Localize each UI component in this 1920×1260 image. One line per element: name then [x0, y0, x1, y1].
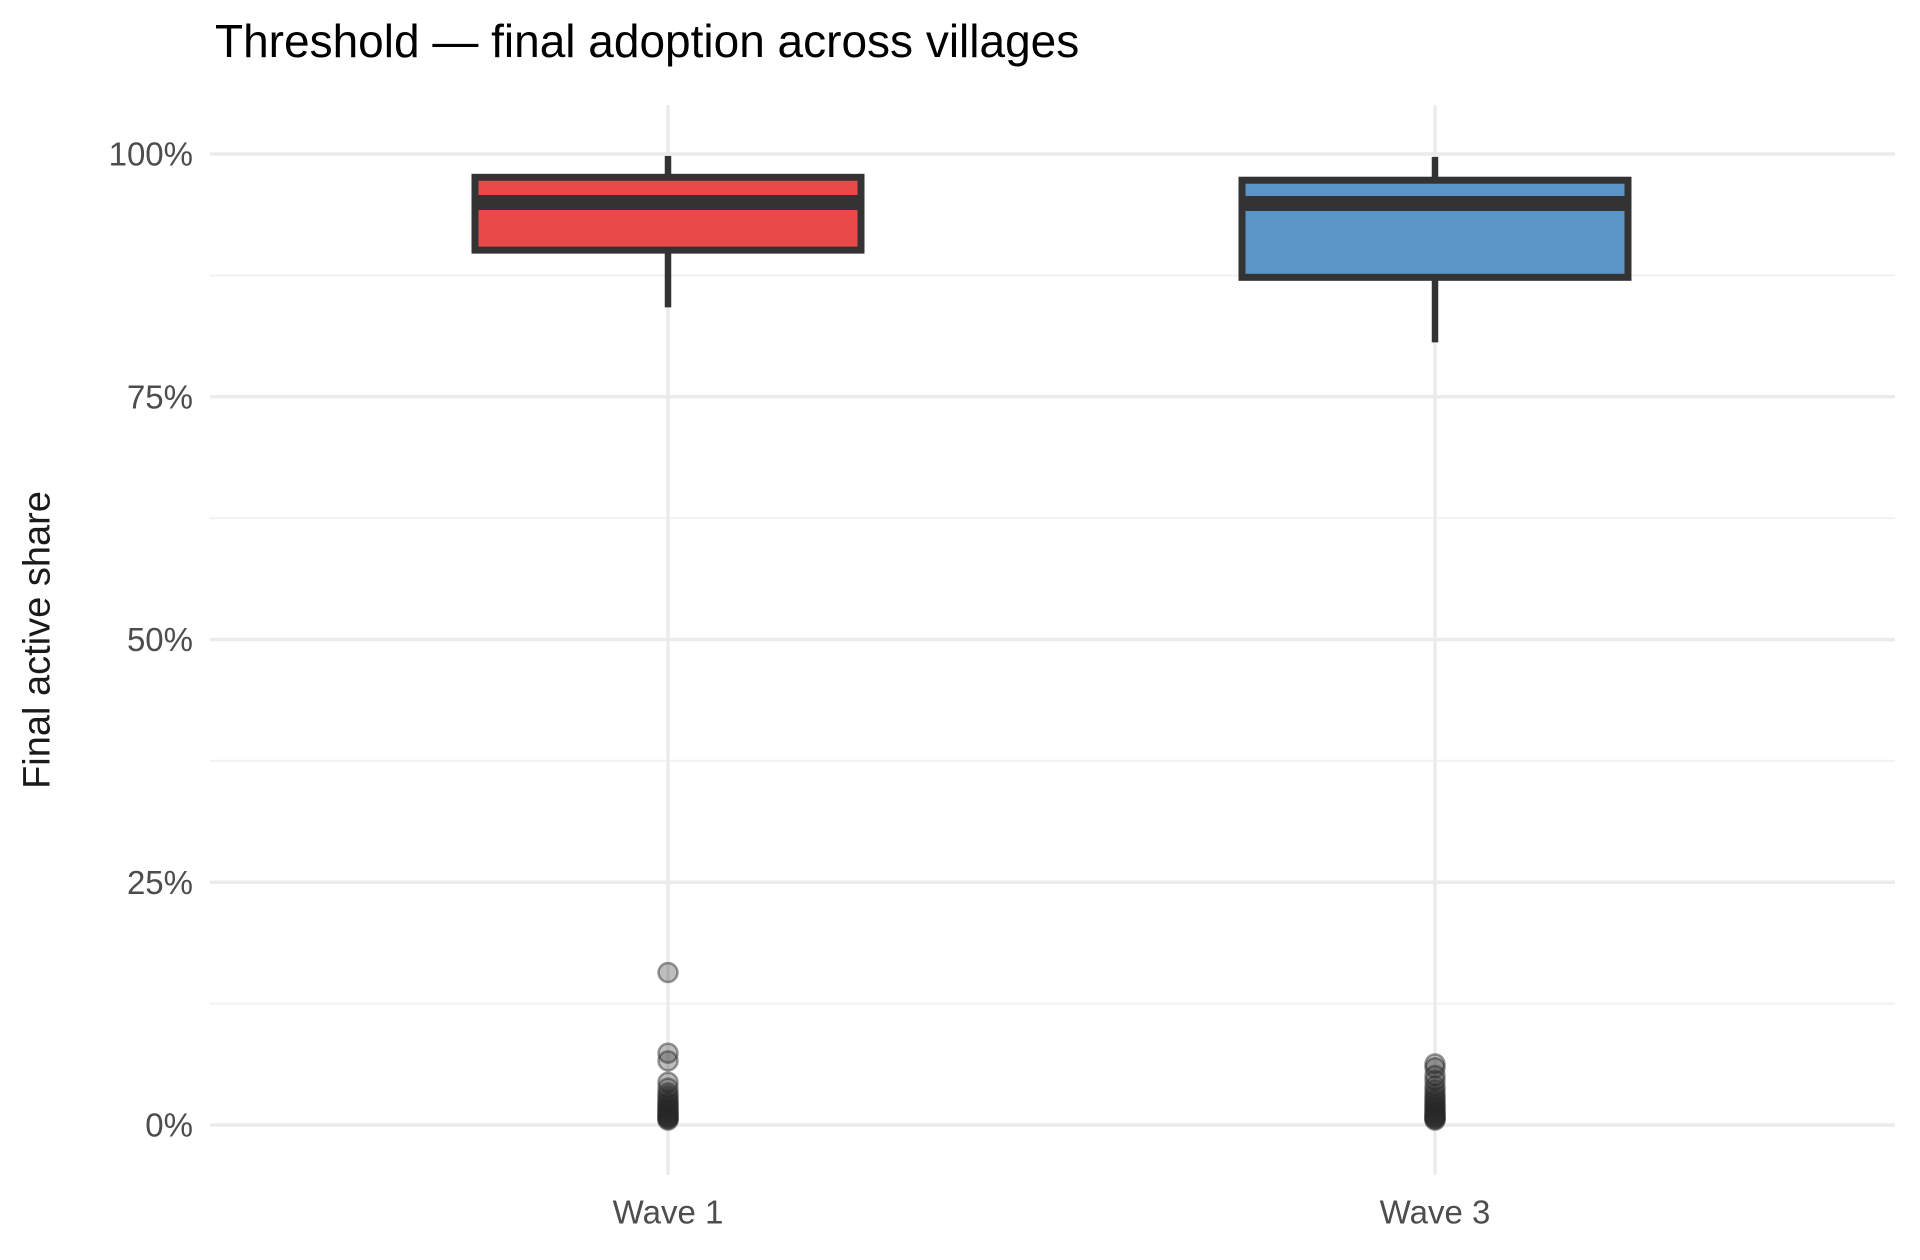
outlier-point-wave-3	[1424, 1099, 1446, 1122]
outlier-point-wave-1	[657, 1077, 679, 1099]
outlier-point-wave-3	[1424, 1075, 1446, 1097]
y-tick-label: 50%	[127, 621, 193, 658]
outlier-point-wave-1	[657, 1106, 679, 1128]
outlier-point-wave-1	[657, 1082, 679, 1104]
outlier-point-wave-1	[657, 1071, 679, 1094]
y-tick-label: 0%	[145, 1107, 193, 1144]
outlier-point-wave-3	[1424, 1105, 1446, 1128]
outlier-point-wave-1	[657, 1050, 679, 1072]
outlier-point-wave-3	[1424, 1079, 1446, 1101]
outlier-point-wave-1	[657, 1109, 679, 1131]
outlier-point-wave-1	[657, 1098, 679, 1121]
chart-title: Threshold — final adoption across villag…	[215, 15, 1080, 67]
outlier-point-wave-3	[1424, 1089, 1446, 1111]
box-wave-3	[1238, 176, 1632, 281]
outlier-point-wave-1	[657, 1085, 679, 1107]
outlier-point-wave-3	[1424, 1109, 1446, 1131]
outlier-point-wave-3	[1424, 1069, 1446, 1092]
outlier-point-wave-1	[657, 1101, 679, 1124]
outlier-point-wave-3	[1424, 1106, 1446, 1128]
outlier-point-wave-1	[657, 1096, 679, 1119]
outlier-point-wave-3	[1424, 1083, 1446, 1105]
outlier-point-wave-3	[1424, 1053, 1446, 1075]
y-tick-label: 100%	[109, 136, 193, 173]
outlier-point-wave-3	[1424, 1093, 1446, 1116]
outlier-point-wave-1	[657, 1088, 679, 1110]
outlier-point-wave-3	[1424, 1056, 1446, 1079]
box-wave-1	[471, 173, 865, 254]
outlier-point-wave-1	[657, 1042, 679, 1064]
outlier-point-wave-3	[1424, 1064, 1446, 1087]
outlier-point-wave-3	[1424, 1107, 1446, 1129]
outlier-point-wave-1	[657, 1102, 679, 1125]
outlier-point-wave-1	[657, 1108, 679, 1130]
outlier-point-wave-1	[657, 1094, 679, 1117]
outlier-point-wave-1	[657, 1099, 679, 1122]
outlier-point-wave-3	[1424, 1090, 1446, 1113]
outlier-point-wave-3	[1424, 1102, 1446, 1125]
outlier-point-wave-1	[657, 1104, 679, 1127]
outlier-point-wave-3	[1424, 1095, 1446, 1118]
outlier-point-wave-3	[1424, 1108, 1446, 1130]
y-tick-label: 25%	[127, 864, 193, 901]
outlier-point-wave-3	[1424, 1104, 1446, 1127]
outlier-point-wave-1	[657, 1092, 679, 1115]
outlier-point-wave-1	[657, 1105, 679, 1128]
x-category-label: Wave 1	[613, 1194, 724, 1231]
outlier-point-wave-1	[657, 1107, 679, 1129]
x-category-label: Wave 3	[1380, 1194, 1491, 1231]
outlier-point-wave-3	[1424, 1101, 1446, 1124]
outlier-point-wave-3	[1424, 1086, 1446, 1108]
outlier-point-wave-1	[657, 961, 679, 984]
y-tick-label: 75%	[127, 378, 193, 415]
outlier-point-wave-1	[657, 1090, 679, 1113]
outlier-point-wave-3	[1424, 1097, 1446, 1120]
